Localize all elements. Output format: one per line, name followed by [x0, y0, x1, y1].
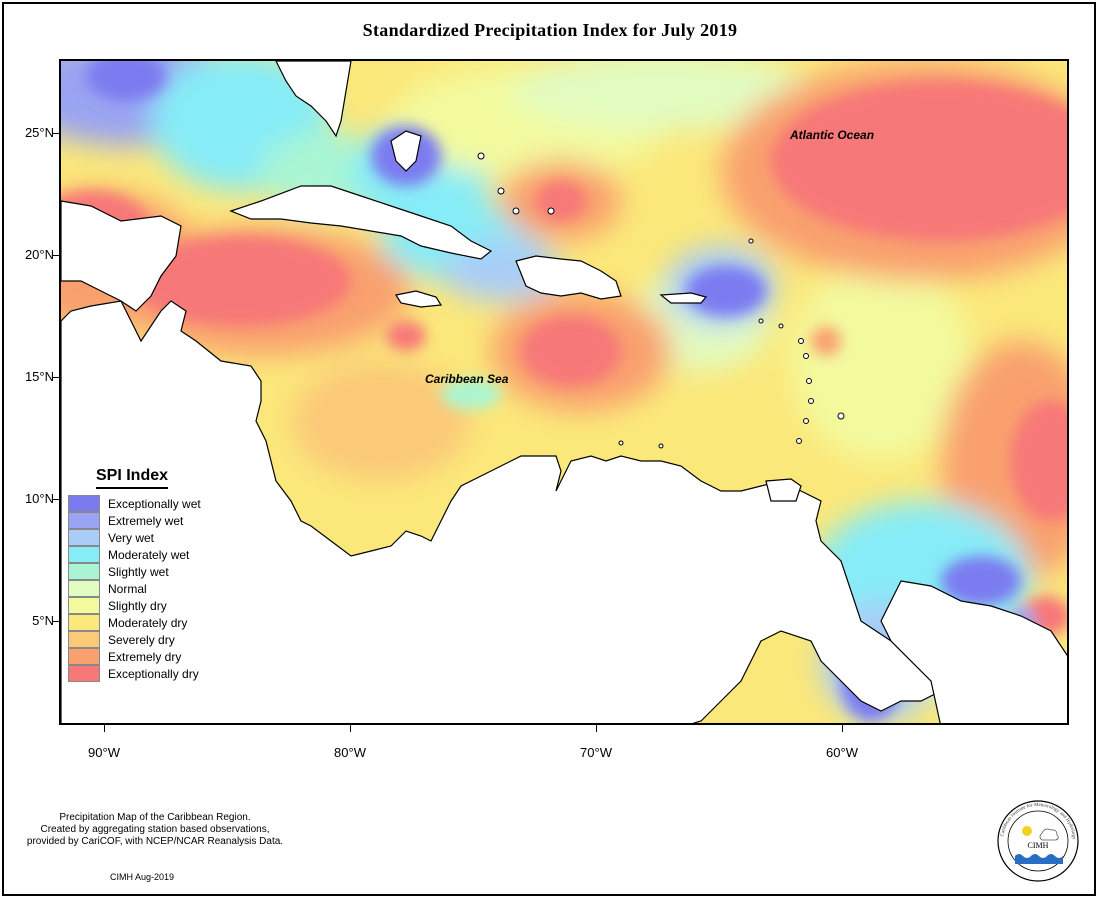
legend-swatch	[68, 529, 100, 546]
legend-swatch	[68, 512, 100, 529]
legend-label: Exceptionally dry	[108, 666, 199, 681]
spi-map-canvas	[61, 61, 1067, 723]
legend-item: Exceptionally wet	[68, 495, 238, 512]
legend-label: Severely dry	[108, 632, 175, 647]
legend-swatch	[68, 563, 100, 580]
logo-text: CIMH	[1028, 841, 1049, 850]
legend-label: Slightly wet	[108, 564, 169, 579]
lon-tick	[596, 725, 597, 732]
legend-item: Extremely wet	[68, 512, 238, 529]
lon-label: 60°W	[826, 745, 858, 760]
lon-tick	[350, 725, 351, 732]
legend-label: Slightly dry	[108, 598, 167, 613]
lat-tick	[52, 621, 59, 622]
legend-item: Moderately wet	[68, 546, 238, 563]
legend-swatch	[68, 614, 100, 631]
lat-label: 15°N	[24, 369, 54, 384]
lat-tick	[52, 133, 59, 134]
lat-tick	[52, 377, 59, 378]
lat-tick	[52, 499, 59, 500]
legend-swatch	[68, 495, 100, 512]
legend-label: Very wet	[108, 530, 155, 545]
legend-item: Normal	[68, 580, 238, 597]
credit-text: CIMH Aug-2019	[110, 872, 175, 882]
wave-icon	[1015, 854, 1063, 864]
legend-item: Slightly wet	[68, 563, 238, 580]
spi-map: Atlantic Ocean Caribbean Sea	[59, 59, 1069, 725]
legend-item: Exceptionally dry	[68, 665, 238, 682]
footnote-line: Precipitation Map of the Caribbean Regio…	[59, 812, 251, 823]
legend-label: Extremely dry	[108, 649, 182, 664]
legend-item: Extremely dry	[68, 648, 238, 665]
legend-swatch	[68, 665, 100, 682]
legend-swatch	[68, 580, 100, 597]
footnote-line: Created by aggregating station based obs…	[40, 824, 270, 835]
lat-label: 25°N	[24, 125, 54, 140]
lon-tick	[842, 725, 843, 732]
island-dots	[477, 152, 845, 449]
legend-swatch	[68, 631, 100, 648]
legend-rows: Exceptionally wet Extremely wet Very wet Mo…	[68, 495, 238, 682]
legend-item: Moderately dry	[68, 614, 238, 631]
lon-label: 80°W	[334, 745, 366, 760]
cimh-logo: CIMH Caribbean Institute for Meteorology…	[997, 800, 1079, 882]
footnote-line: provided by CariCOF, with NCEP/NCAR Rean…	[26, 836, 284, 847]
caribbean-sea-label: Caribbean Sea	[425, 372, 509, 386]
lat-tick	[52, 255, 59, 256]
legend-swatch	[68, 597, 100, 614]
sun-icon	[1022, 826, 1032, 836]
lat-label: 5°N	[32, 613, 54, 628]
map-title: Standardized Precipitation Index for Jul…	[362, 20, 738, 40]
cloud-icon	[1039, 828, 1059, 841]
legend-label: Exceptionally wet	[108, 496, 201, 511]
footnote: Precipitation Map of the Caribbean Regio…	[0, 812, 310, 848]
legend-label: Moderately dry	[108, 615, 188, 630]
lon-tick	[104, 725, 105, 732]
legend-label: Moderately wet	[108, 547, 190, 562]
land-masses	[61, 61, 1067, 723]
legend-label: Extremely wet	[108, 513, 184, 528]
legend-item: Slightly dry	[68, 597, 238, 614]
lon-label: 70°W	[580, 745, 612, 760]
legend-swatch	[68, 546, 100, 563]
lon-label: 90°W	[88, 745, 120, 760]
legend-swatch	[68, 648, 100, 665]
legend-title: SPI Index	[96, 467, 169, 489]
atlantic-ocean-label: Atlantic Ocean	[790, 128, 875, 142]
lat-label: 20°N	[24, 247, 54, 262]
legend-label: Normal	[108, 581, 147, 596]
lat-label: 10°N	[24, 491, 54, 506]
legend-item: Very wet	[68, 529, 238, 546]
legend-item: Severely dry	[68, 631, 238, 648]
spi-legend: SPI Index Exceptionally wet Extremely wet…	[68, 467, 238, 682]
